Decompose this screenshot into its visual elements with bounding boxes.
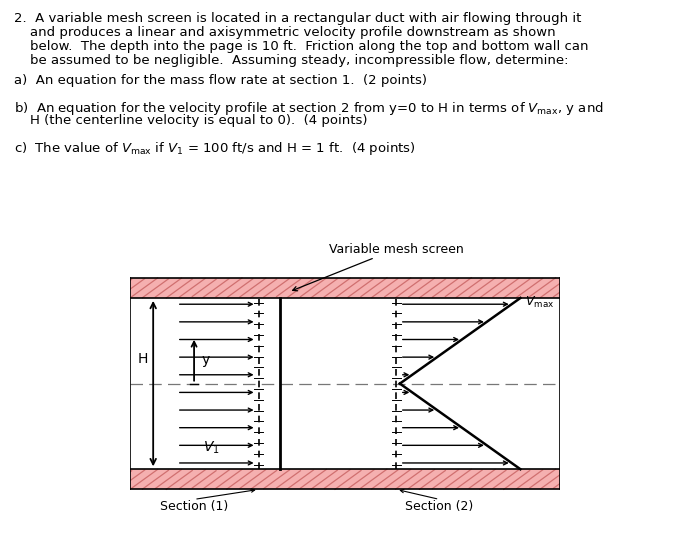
Text: 2.  A variable mesh screen is located in a rectangular duct with air flowing thr: 2. A variable mesh screen is located in … <box>14 12 582 25</box>
Text: b)  An equation for the velocity profile at section 2 from y=0 to H in terms of : b) An equation for the velocity profile … <box>14 100 604 117</box>
Text: a)  An equation for the mass flow rate at section 1.  (2 points): a) An equation for the mass flow rate at… <box>14 74 427 87</box>
Text: below.  The depth into the page is 10 ft.  Friction along the top and bottom wal: below. The depth into the page is 10 ft.… <box>30 40 589 53</box>
Text: and produces a linear and axisymmetric velocity profile downstream as shown: and produces a linear and axisymmetric v… <box>30 26 556 39</box>
Text: y: y <box>202 353 210 367</box>
Text: be assumed to be negligible.  Assuming steady, incompressible flow, determine:: be assumed to be negligible. Assuming st… <box>30 54 568 67</box>
Bar <box>130 278 560 298</box>
Text: c)  The value of $V_\mathrm{max}$ if $V_1$ = 100 ft/s and H = 1 ft.  (4 points): c) The value of $V_\mathrm{max}$ if $V_1… <box>14 140 416 157</box>
Text: H (the centerline velocity is equal to 0).  (4 points): H (the centerline velocity is equal to 0… <box>30 114 368 127</box>
Text: Section (2): Section (2) <box>405 500 474 514</box>
Text: Variable mesh screen: Variable mesh screen <box>329 243 464 256</box>
Text: H: H <box>137 351 148 366</box>
Text: $V_1$: $V_1$ <box>203 439 220 456</box>
Text: Section (1): Section (1) <box>160 500 228 514</box>
Text: $V_\mathrm{max}$: $V_\mathrm{max}$ <box>525 295 554 310</box>
Bar <box>130 469 560 490</box>
